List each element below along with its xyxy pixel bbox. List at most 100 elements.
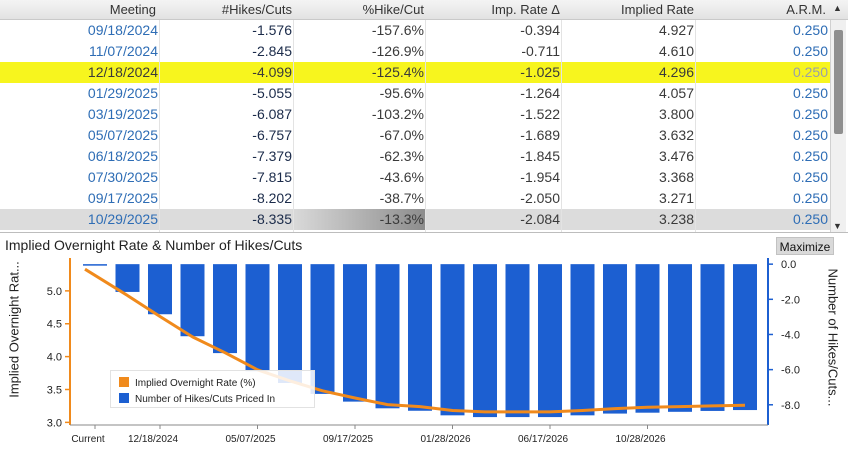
cell-arm: 0.250: [792, 85, 828, 101]
cell-implied-rate: 3.800: [658, 106, 694, 122]
table-row[interactable]: 07/30/2025 -7.815 -43.6% -1.954 3.368 0.250: [0, 167, 832, 188]
bar-hikes-cuts: [408, 264, 432, 411]
chart-legend: Implied Overnight Rate (%) Number of Hik…: [110, 370, 315, 408]
table-header: Meeting #Hikes/Cuts %Hike/Cut Imp. Rate …: [0, 0, 848, 20]
cell-implied-rate: 4.296: [658, 64, 694, 80]
right-axis-label: Number of Hikes/Cuts...: [825, 268, 841, 407]
bar-hikes-cuts: [473, 264, 497, 418]
cell-arm: 0.250: [792, 64, 828, 80]
cell-meeting: 09/17/2025: [87, 190, 158, 206]
pct-bar-shade: [292, 209, 426, 230]
cell-imp-rate-delta: -1.845: [520, 148, 560, 164]
table-row[interactable]: 11/07/2024 -2.845 -126.9% -0.711 4.610 0.250: [0, 41, 832, 62]
cell-hikes: -5.055: [252, 85, 292, 101]
table-row[interactable]: 05/07/2025 -6.757 -67.0% -1.689 3.632 0.250: [0, 125, 832, 146]
cell-arm: 0.250: [792, 22, 828, 38]
cell-imp-rate-delta: -2.050: [520, 190, 560, 206]
x-tick-label: 01/28/2026: [420, 434, 470, 445]
cell-pct: -67.0%: [379, 127, 424, 143]
col-header-imp-rate-delta[interactable]: Imp. Rate Δ: [491, 2, 560, 17]
bar-hikes-cuts: [343, 264, 367, 402]
x-tick-label: 05/07/2025: [225, 434, 275, 445]
cell-pct: -95.6%: [379, 85, 424, 101]
col-header-meeting[interactable]: Meeting: [109, 2, 156, 17]
cell-arm: 0.250: [792, 169, 828, 185]
cell-imp-rate-delta: -1.522: [520, 106, 560, 122]
bar-hikes-cuts: [148, 264, 172, 315]
cell-meeting: 01/29/2025: [87, 85, 158, 101]
x-tick-label: 12/18/2024: [128, 434, 178, 445]
col-header-implied-rate[interactable]: Implied Rate: [621, 2, 694, 17]
cell-arm: 0.250: [792, 106, 828, 122]
column-divider: [159, 20, 160, 252]
chart-title: Implied Overnight Rate & Number of Hikes…: [5, 237, 303, 253]
bar-hikes-cuts: [603, 264, 627, 414]
cell-hikes: -4.099: [252, 64, 292, 80]
cell-pct: -38.7%: [379, 190, 424, 206]
cell-implied-rate: 3.238: [658, 211, 694, 227]
legend-label-rate: Implied Overnight Rate (%): [135, 378, 256, 389]
x-tick-label: 10/28/2026: [615, 434, 665, 445]
column-divider: [293, 20, 294, 252]
scroll-up-arrow-icon[interactable]: ▲: [833, 3, 842, 13]
cell-imp-rate-delta: -1.954: [520, 169, 560, 185]
table-scrollbar[interactable]: ▼: [830, 20, 846, 232]
left-tick-label: 3.0: [47, 417, 62, 429]
table-row[interactable]: 09/17/2025 -8.202 -38.7% -2.050 3.271 0.250: [0, 188, 832, 209]
cell-arm: 0.250: [792, 127, 828, 143]
table-row[interactable]: 10/29/2025 -8.335 -13.3% -2.084 3.238 0.250: [0, 209, 832, 230]
table-row[interactable]: 01/29/2025 -5.055 -95.6% -1.264 4.057 0.250: [0, 83, 832, 104]
legend-swatch-hikes: [119, 393, 129, 403]
cell-pct: -62.3%: [379, 148, 424, 164]
left-tick-label: 4.0: [47, 352, 62, 364]
meeting-table: Meeting #Hikes/Cuts %Hike/Cut Imp. Rate …: [0, 0, 848, 252]
scroll-down-arrow-icon[interactable]: ▼: [833, 221, 842, 231]
column-divider: [695, 20, 696, 252]
maximize-button[interactable]: Maximize: [776, 237, 834, 255]
cell-implied-rate: 3.476: [658, 148, 694, 164]
bar-hikes-cuts: [375, 264, 400, 409]
cell-imp-rate-delta: -0.394: [520, 22, 560, 38]
right-tick-label: -2.0: [781, 294, 800, 306]
cell-meeting: 09/18/2024: [87, 22, 158, 38]
bar-hikes-cuts: [733, 264, 757, 411]
cell-hikes: -6.087: [252, 106, 292, 122]
cell-meeting: 10/29/2025: [87, 211, 158, 227]
cell-hikes: -6.757: [252, 127, 292, 143]
legend-item-hikes: Number of Hikes/Cuts Priced In: [119, 393, 275, 405]
col-header-hikes[interactable]: #Hikes/Cuts: [221, 2, 292, 17]
table-row[interactable]: 09/18/2024 -1.576 -157.6% -0.394 4.927 0.250: [0, 20, 832, 41]
bar-hikes-cuts: [570, 264, 595, 416]
cell-hikes: -1.576: [252, 22, 292, 38]
bar-hikes-cuts: [505, 264, 530, 418]
cell-meeting: 06/18/2025: [87, 148, 158, 164]
cell-implied-rate: 4.927: [658, 22, 694, 38]
cell-imp-rate-delta: -1.264: [520, 85, 560, 101]
bar-hikes-cuts: [635, 264, 660, 413]
cell-implied-rate: 4.610: [658, 43, 694, 59]
x-tick-label: Current: [71, 434, 105, 445]
column-divider: [561, 20, 562, 252]
cell-implied-rate: 4.057: [658, 85, 694, 101]
table-row[interactable]: 06/18/2025 -7.379 -62.3% -1.845 3.476 0.250: [0, 146, 832, 167]
table-row[interactable]: 03/19/2025 -6.087 -103.2% -1.522 3.800 0.250: [0, 104, 832, 125]
cell-pct: -126.9%: [371, 43, 424, 59]
cell-implied-rate: 3.368: [658, 169, 694, 185]
bar-hikes-cuts: [440, 264, 465, 416]
col-header-pct[interactable]: %Hike/Cut: [362, 2, 424, 17]
cell-pct: -157.6%: [371, 22, 424, 38]
cell-arm: 0.250: [792, 43, 828, 59]
line-implied-rate: [84, 267, 746, 414]
left-axis-label: Implied Overnight Rat...: [6, 261, 22, 398]
right-tick-label: -4.0: [781, 329, 800, 341]
legend-label-hikes: Number of Hikes/Cuts Priced In: [135, 394, 276, 405]
x-tick-label: 09/17/2025: [323, 434, 373, 445]
table-row[interactable]: 12/18/2024 -4.099 -125.4% -1.025 4.296 0.250: [0, 62, 846, 83]
legend-item-rate: Implied Overnight Rate (%): [119, 377, 256, 389]
cell-meeting: 07/30/2025: [87, 169, 158, 185]
scrollbar-thumb[interactable]: [834, 30, 843, 134]
left-tick-label: 3.5: [47, 384, 62, 396]
bar-hikes-cuts: [115, 264, 140, 292]
col-header-arm[interactable]: A.R.M.: [786, 2, 826, 17]
bar-hikes-cuts: [668, 264, 692, 412]
